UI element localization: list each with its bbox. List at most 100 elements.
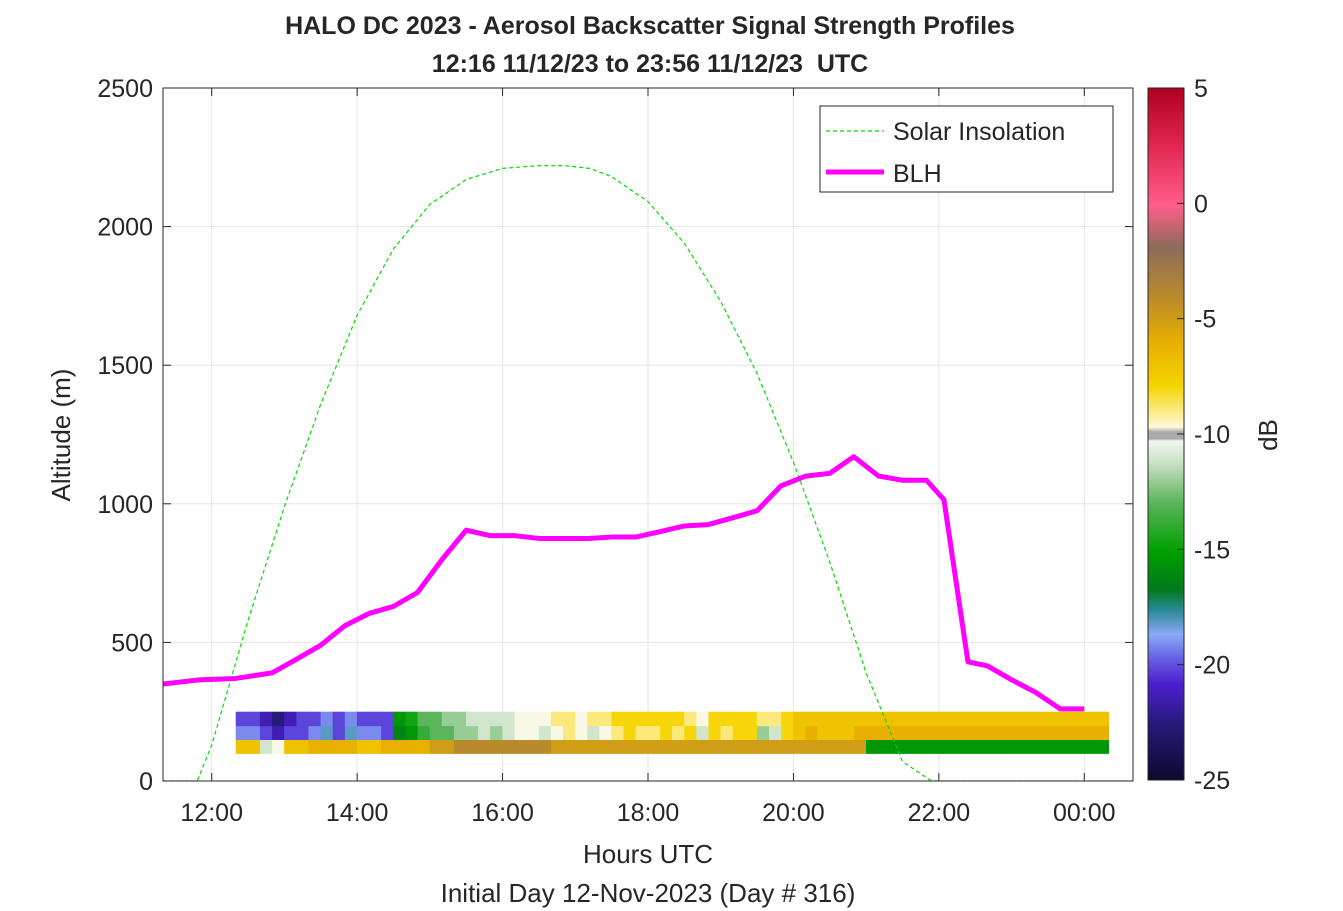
heatmap-cell bbox=[575, 739, 588, 754]
heatmap-cell bbox=[684, 725, 697, 741]
heatmap-cell bbox=[793, 725, 807, 741]
heatmap-cell bbox=[284, 711, 297, 727]
heatmap-cell bbox=[502, 725, 516, 741]
heatmap-cell bbox=[296, 739, 310, 754]
heatmap-cell bbox=[599, 739, 613, 754]
heatmap-cell bbox=[453, 711, 467, 727]
heatmap-cell bbox=[1011, 725, 1025, 741]
heatmap-cell bbox=[987, 711, 1000, 727]
heatmap-cell bbox=[999, 739, 1013, 754]
heatmap-cell bbox=[635, 711, 649, 727]
heatmap-cell bbox=[308, 725, 322, 741]
colorbar-tick-label: 5 bbox=[1194, 75, 1208, 103]
x-axis-label: Hours UTC bbox=[583, 839, 713, 869]
legend: Solar Insolation BLH bbox=[819, 105, 1114, 193]
heatmap-cell bbox=[393, 739, 407, 754]
heatmap-cell bbox=[453, 725, 467, 741]
heatmap-cell bbox=[914, 739, 928, 754]
heatmap-cell bbox=[696, 739, 710, 754]
heatmap-cell bbox=[781, 725, 794, 741]
heatmap-cell bbox=[538, 739, 552, 754]
x-tick-label: 22:00 bbox=[908, 799, 971, 827]
heatmap-cell bbox=[926, 739, 940, 754]
heatmap-cell bbox=[235, 725, 249, 741]
colorbar-label: dB bbox=[1253, 419, 1283, 451]
heatmap-cell bbox=[490, 739, 503, 754]
heatmap-cell bbox=[587, 739, 600, 754]
heatmap-cell bbox=[1035, 739, 1049, 754]
heatmap-cell bbox=[708, 725, 722, 741]
heatmap-cell bbox=[429, 725, 443, 741]
heatmap-cell bbox=[672, 711, 685, 727]
heatmap-cell bbox=[259, 725, 273, 741]
heatmap-cell bbox=[769, 711, 782, 727]
heatmap-cell bbox=[975, 739, 988, 754]
heatmap-cell bbox=[732, 711, 746, 727]
heatmap-cell bbox=[1084, 711, 1097, 727]
heatmap-cell bbox=[841, 711, 855, 727]
heatmap-cell bbox=[720, 711, 734, 727]
colorbar-ticks: -25 -20 -15 -10 -5 0 5 bbox=[1177, 75, 1230, 795]
heatmap-cell bbox=[441, 739, 455, 754]
heatmap-cell bbox=[732, 725, 746, 741]
heatmap-cell bbox=[514, 725, 528, 741]
heatmap-cell bbox=[587, 711, 600, 727]
heatmap-cell bbox=[272, 711, 285, 727]
heatmap-cell bbox=[987, 725, 1000, 741]
heatmap-cell bbox=[1035, 711, 1049, 727]
heatmap-cell bbox=[866, 739, 879, 754]
heatmap-cell bbox=[817, 725, 831, 741]
heatmap-cell bbox=[1059, 725, 1073, 741]
x-tick-label: 14:00 bbox=[326, 799, 389, 827]
heatmap-cell bbox=[890, 725, 903, 741]
heatmap-cell bbox=[356, 711, 370, 727]
heatmap-cell bbox=[1047, 739, 1061, 754]
heatmap-cell bbox=[284, 725, 297, 741]
heatmap-cell bbox=[684, 739, 697, 754]
heatmap-cell bbox=[272, 725, 285, 741]
heatmap-cell bbox=[805, 725, 819, 741]
heatmap-cell bbox=[696, 725, 710, 741]
heatmap-cell bbox=[975, 711, 988, 727]
heatmap-cell bbox=[890, 711, 903, 727]
heatmap-cell bbox=[647, 711, 661, 727]
heatmap-cell bbox=[272, 739, 285, 754]
heatmap-cell bbox=[502, 739, 516, 754]
heatmap-cell bbox=[902, 711, 916, 727]
heatmap-cell bbox=[429, 711, 443, 727]
heatmap-cell bbox=[575, 711, 588, 727]
heatmap-cell bbox=[320, 711, 334, 727]
heatmap-cell bbox=[259, 711, 273, 727]
y-tick-label: 500 bbox=[111, 629, 153, 657]
heatmap-cell bbox=[1072, 711, 1085, 727]
heatmap-cell bbox=[635, 739, 649, 754]
heatmap-cell bbox=[659, 725, 673, 741]
series-lines bbox=[163, 165, 1133, 781]
colorbar-tick-label: -20 bbox=[1194, 652, 1230, 680]
heatmap bbox=[235, 711, 1110, 754]
heatmap-cell bbox=[756, 725, 770, 741]
heatmap-cell bbox=[417, 711, 431, 727]
heatmap-cell bbox=[1084, 725, 1097, 741]
heatmap-cell bbox=[1023, 711, 1037, 727]
heatmap-cell bbox=[963, 711, 976, 727]
heatmap-cell bbox=[744, 711, 758, 727]
heatmap-cell bbox=[478, 711, 491, 727]
heatmap-cell bbox=[611, 739, 625, 754]
heatmap-cell bbox=[623, 711, 637, 727]
heatmap-cell bbox=[369, 739, 382, 754]
series-line-blh bbox=[163, 454, 1085, 712]
x-tick-label: 16:00 bbox=[471, 799, 534, 827]
heatmap-cell bbox=[902, 739, 916, 754]
heatmap-cell bbox=[599, 725, 613, 741]
heatmap-cell bbox=[659, 739, 673, 754]
heatmap-cell bbox=[562, 711, 576, 727]
heatmap-cell bbox=[381, 739, 394, 754]
heatmap-cell bbox=[611, 711, 625, 727]
heatmap-cell bbox=[647, 725, 661, 741]
heatmap-cell bbox=[769, 739, 782, 754]
colorbar-tick-label: -5 bbox=[1194, 306, 1216, 334]
heatmap-cell bbox=[550, 725, 564, 741]
heatmap-cell bbox=[490, 711, 503, 727]
